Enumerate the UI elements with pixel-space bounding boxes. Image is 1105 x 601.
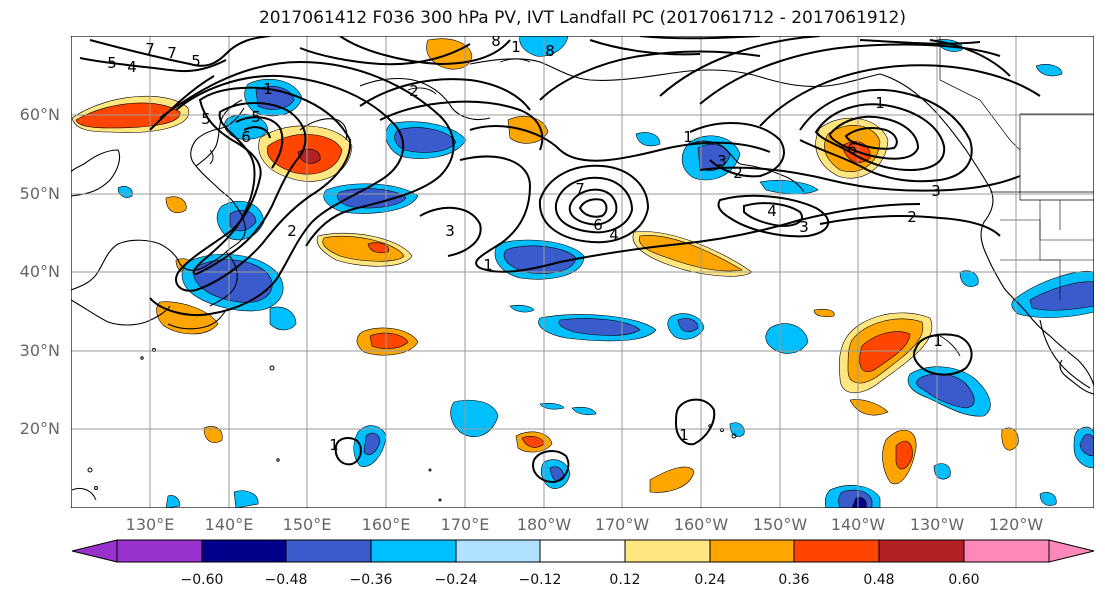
contour-label-layer: 7 5 4 5 7 5 1 5 6 2 3 1 6 8 8 1 1 3 2 7 … (107, 32, 943, 454)
contour-label: 1 (511, 38, 521, 56)
latitude-label: 60°N (19, 105, 60, 124)
colorbar-tick-label: 0.24 (694, 572, 726, 588)
colorbar-extend-low (71, 539, 118, 563)
contour-label: 8 (545, 42, 555, 60)
latitude-label: 40°N (19, 262, 60, 281)
longitude-label: 130°E (125, 515, 175, 534)
colorbar-bin (455, 539, 541, 563)
colorbar-bin (793, 539, 880, 563)
contour-label: 3 (931, 182, 941, 200)
longitude-label: 160°W (673, 515, 729, 534)
colorbar-bin (201, 539, 287, 563)
contour-label: 6 (241, 128, 251, 146)
contour-label: 2 (409, 82, 419, 100)
colorbar-bin (709, 539, 795, 563)
contour-label: 1 (329, 436, 339, 454)
pv-contours (79, 36, 1041, 484)
colorbar-bin (370, 539, 457, 563)
contour-label: 2 (907, 208, 917, 226)
latitude-label: 20°N (19, 419, 60, 438)
contour-label: 5 (107, 54, 117, 72)
contour-label: 4 (127, 58, 137, 76)
longitude-label: 120°W (988, 515, 1044, 534)
colorbar-bin (963, 539, 1050, 563)
contour-label: 2 (287, 222, 297, 240)
longitude-label: 170°E (440, 515, 490, 534)
coastlines (71, 36, 1094, 502)
latitude-label: 30°N (19, 341, 60, 360)
contour-label: 1 (263, 80, 273, 98)
colorbar-extend-high (1048, 539, 1095, 563)
colorbar-tick-label: 0.36 (778, 572, 810, 588)
chart-title: 2017061412 F036 300 hPa PV, IVT Landfall… (258, 8, 906, 28)
longitude-label: 150°W (752, 515, 808, 534)
contour-label: 7 (145, 40, 155, 58)
contour-label: 1 (483, 256, 493, 274)
colorbar-tick-label: −0.36 (349, 572, 393, 588)
contour-label: 6 (847, 140, 857, 158)
colorbar-bin (539, 539, 626, 563)
contour-label: 5 (201, 110, 211, 128)
map-panel: 7 5 4 5 7 5 1 5 6 2 3 1 6 8 8 1 1 3 2 7 … (71, 32, 1094, 508)
colorbar-tick-label: 0.60 (948, 572, 980, 588)
contour-label: 3 (799, 218, 809, 236)
colorbar-bin (624, 539, 711, 563)
colorbar-tick-label: 0.48 (863, 572, 895, 588)
colorbar-tick-label: −0.12 (518, 572, 562, 588)
contour-label: 3 (445, 222, 455, 240)
contour-label: 7 (575, 180, 585, 198)
contour-label: 5 (191, 52, 201, 70)
longitude-label: 130°W (909, 515, 965, 534)
colorbar-bin (285, 539, 372, 563)
contour-label: 7 (167, 44, 177, 62)
contour-label: 5 (251, 108, 261, 126)
contour-label: 1 (679, 426, 689, 444)
colorbar-tick-label: 0.12 (609, 572, 641, 588)
latitude-label: 50°N (19, 184, 60, 203)
contour-label: 4 (767, 202, 777, 220)
contour-label: 3 (717, 152, 727, 170)
contour-label: 1 (875, 94, 885, 112)
longitude-label: 170°W (594, 515, 650, 534)
colorbar-bin (116, 539, 203, 563)
contour-label: 1 (933, 332, 943, 350)
longitude-label: 140°E (204, 515, 254, 534)
gridlines (71, 36, 1094, 508)
longitude-label: 160°E (361, 515, 411, 534)
longitude-label: 150°E (282, 515, 332, 534)
contour-label: 2 (733, 164, 743, 182)
contour-label: 6 (593, 216, 603, 234)
contour-label: 1 (683, 128, 693, 146)
contour-label: 8 (491, 32, 501, 50)
negative-anomaly-fill (117, 36, 1094, 508)
colorbar-bin (878, 539, 965, 563)
longitude-label: 180°W (516, 515, 572, 534)
colorbar-tick-label: −0.60 (180, 572, 224, 588)
contour-label: 4 (609, 226, 619, 244)
colorbar-tick-label: −0.24 (434, 572, 478, 588)
colorbar (71, 539, 1095, 563)
colorbar-tick-label: −0.48 (264, 572, 308, 588)
longitude-label: 140°W (830, 515, 886, 534)
